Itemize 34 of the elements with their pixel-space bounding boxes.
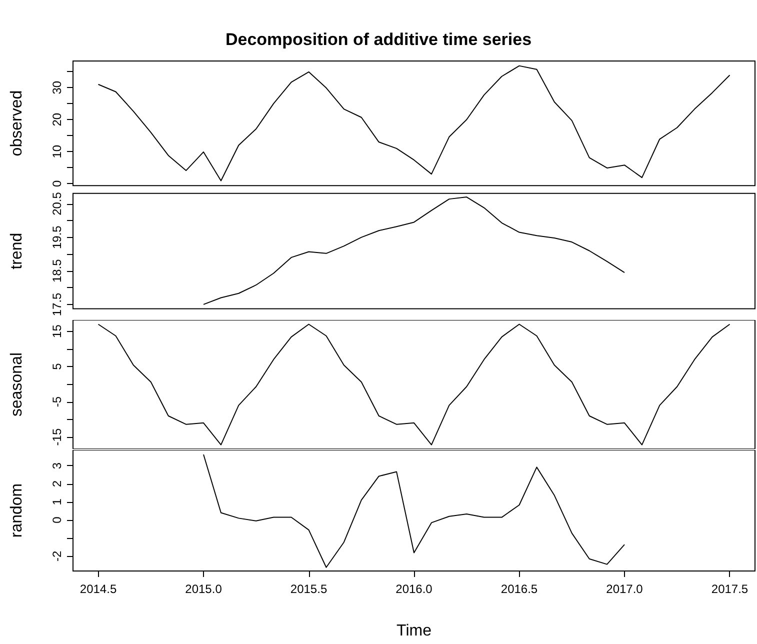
chart-title: Decomposition of additive time series — [225, 30, 532, 49]
y-tick-label: 10 — [50, 144, 64, 158]
x-tick-label: 2017.5 — [711, 582, 748, 596]
y-tick-label: -2 — [50, 550, 64, 562]
y-tick-label: 1 — [50, 498, 64, 506]
y-tick-label: -15 — [50, 428, 64, 446]
y-tick-label: 18.5 — [50, 258, 64, 283]
x-tick-label: 2016.5 — [500, 582, 538, 596]
y-axis-title: seasonal — [8, 352, 26, 417]
x-tick-label: 2017.0 — [606, 582, 644, 596]
line-series — [203, 196, 625, 305]
y-tick-label: 5 — [50, 362, 64, 370]
y-tick-label: 0 — [50, 516, 64, 524]
x-tick-label: 2015.5 — [290, 582, 328, 596]
y-tick-label: 17.5 — [50, 292, 64, 316]
y-tick-label: 0 — [50, 180, 64, 188]
y-tick-label: 20 — [50, 112, 64, 126]
y-axis-title: random — [8, 483, 26, 538]
y-tick-label: -5 — [50, 396, 64, 408]
line-series — [203, 454, 625, 568]
x-tick-label: 2014.5 — [80, 582, 117, 596]
line-series — [98, 324, 730, 446]
y-tick-label: 19.5 — [50, 225, 64, 249]
y-tick-label: 3 — [50, 462, 64, 470]
y-axis-title: observed — [8, 90, 26, 156]
y-tick-label: 2 — [50, 480, 64, 488]
x-tick-label: 2016.0 — [396, 582, 433, 596]
y-tick-label: 15 — [50, 324, 64, 338]
line-series — [98, 65, 730, 182]
y-axis-title: trend — [8, 232, 26, 270]
y-tick-label: 30 — [50, 80, 64, 94]
x-axis-title: Time — [396, 622, 432, 640]
x-tick-label: 2015.0 — [185, 582, 222, 596]
y-tick-label: 20.5 — [50, 192, 64, 216]
